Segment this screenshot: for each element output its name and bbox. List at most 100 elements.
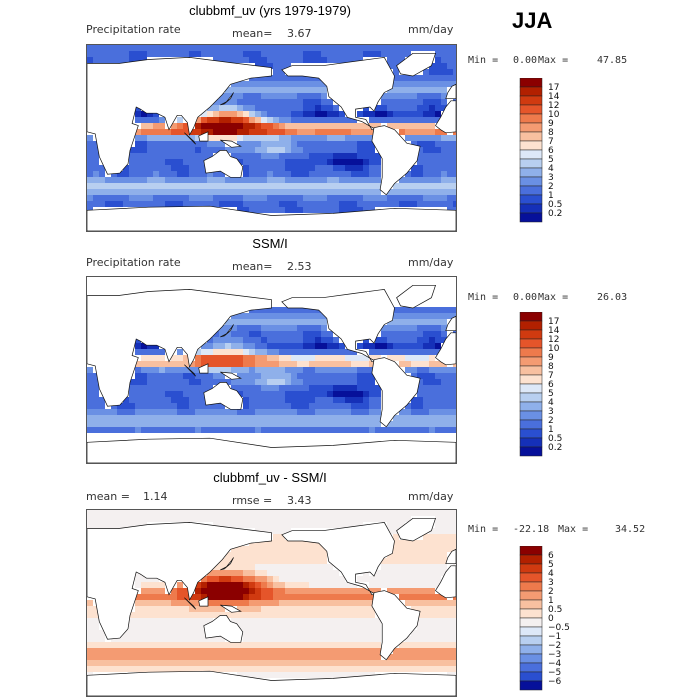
- panel-1-colorbar-swatch: [519, 86, 543, 97]
- panel-2-colorbar-label: 3: [548, 407, 554, 417]
- panel-2-units: mm/day: [408, 256, 454, 269]
- panel-1-mean-label: mean=: [232, 27, 273, 40]
- panel-3-colorbar-label: 0: [548, 614, 554, 624]
- panel-1-colorbar-swatch: [519, 203, 543, 214]
- panel-2-colorbar-swatch: [519, 347, 543, 358]
- panel-3-colorbar-label: −0.5: [548, 623, 570, 633]
- panel-1-min-label: Min =: [468, 55, 499, 66]
- panel-2-colorbar-swatch: [519, 428, 543, 439]
- panel-1-colorbar-label: 10: [548, 110, 560, 120]
- panel-2-colorbar-swatch: [519, 356, 543, 367]
- panel-2-colorbar-swatch: [519, 320, 543, 331]
- panel-1-colorbar-swatch: [519, 104, 543, 115]
- panel-2-colorbar-label: 1: [548, 425, 554, 435]
- panel-1-colorbar-label: 0.5: [548, 200, 562, 210]
- panel-2-mean-value: 2.53: [287, 260, 312, 273]
- panel-1-colorbar-swatch: [519, 185, 543, 196]
- panel-3-colorbar-label: −3: [548, 650, 561, 660]
- panel-1-colorbar-label: 6: [548, 146, 554, 156]
- panel-3-colorbar-label: 4: [548, 569, 554, 579]
- panel-1-colorbar-label: 9: [548, 119, 554, 129]
- panel-3-units: mm/day: [408, 490, 454, 503]
- field-cells: [87, 45, 456, 231]
- panel-3-colorbar-swatch: [519, 617, 543, 628]
- panel-3-colorbar-swatch: [519, 626, 543, 637]
- panel-1-min-value: 0.00: [513, 55, 538, 66]
- panel-2-mean-label: mean=: [232, 260, 273, 273]
- panel-2-colorbar-label: 0.2: [548, 443, 562, 453]
- panel-3-title: clubbmf_uv - SSM/I: [213, 470, 327, 485]
- panel-2-colorbar-swatch: [519, 329, 543, 340]
- panel-2-colorbar-swatch: [519, 437, 543, 448]
- panel-2-colorbar-swatch: [519, 312, 543, 322]
- panel-3-colorbar-swatch: [519, 590, 543, 601]
- panel-3-max-label: Max =: [558, 524, 589, 535]
- panel-2-min-label: Min =: [468, 292, 499, 303]
- panel-3-min-label: Min =: [468, 524, 499, 535]
- coastlines: [87, 517, 456, 696]
- panel-1-colorbar-label: 8: [548, 128, 554, 138]
- panel-3-mean-value: 1.14: [143, 490, 168, 503]
- panel-3-mean-label: mean =: [86, 490, 130, 503]
- panel-2-colorbar-swatch: [519, 365, 543, 376]
- panel-1-colorbar-swatch: [519, 131, 543, 142]
- panel-3-colorbar-swatch: [519, 680, 543, 691]
- panel-1-colorbar-swatch: [519, 212, 543, 223]
- panel-2-max-value: 26.03: [597, 292, 628, 303]
- panel-3-colorbar-label: −4: [548, 659, 562, 669]
- panel-2-colorbar-label: 7: [548, 371, 554, 381]
- panel-1-colorbar-label: 0.2: [548, 209, 562, 219]
- coastlines: [87, 284, 456, 463]
- panel-3-field: [87, 510, 456, 696]
- panel-3-min-value: -22.18: [513, 524, 550, 535]
- panel-1-field: [87, 45, 456, 231]
- panel-1-title: clubbmf_uv (yrs 1979-1979): [189, 3, 351, 18]
- panel-2-title: SSM/I: [252, 236, 288, 251]
- panel-2-colorbar-label: 4: [548, 398, 554, 408]
- panel-3-colorbar-swatch: [519, 671, 543, 682]
- panel-3-colorbar-label: −6: [548, 677, 562, 687]
- panel-2-colorbar-swatch: [519, 446, 543, 457]
- panel-1-max-value: 47.85: [597, 55, 628, 66]
- panel-3-colorbar-label: 5: [548, 560, 554, 570]
- panel-1-units: mm/day: [408, 23, 454, 36]
- panel-3-colorbar-swatch: [519, 608, 543, 619]
- panel-1-colorbar-swatch: [519, 158, 543, 169]
- panel-3-rmse-label: rmse =: [232, 494, 273, 507]
- panel-3-colorbar-swatch: [519, 581, 543, 592]
- panel-1-colorbar-label: 12: [548, 101, 559, 111]
- panel-3-colorbar-swatch: [519, 662, 543, 673]
- panel-2-colorbar-label: 9: [548, 353, 554, 363]
- panel-2-colorbar-swatch: [519, 401, 543, 412]
- panel-3-colorbar-label: −2: [548, 641, 561, 651]
- panel-2-colorbar-label: 6: [548, 380, 554, 390]
- panel-3-rmse-value: 3.43: [287, 494, 312, 507]
- panel-2-colorbar-label: 14: [548, 326, 560, 336]
- panel-3-max-value: 34.52: [615, 524, 646, 535]
- panel-2-colorbar-label: 5: [548, 389, 554, 399]
- panel-1-colorbar-label: 14: [548, 92, 560, 102]
- panel-1-colorbar-label: 7: [548, 137, 554, 147]
- panel-3-colorbar-label: 3: [548, 578, 554, 588]
- panel-3-colorbar-swatch: [519, 599, 543, 610]
- panel-3-colorbar-swatch: [519, 554, 543, 565]
- panel-2-colorbar-swatch: [519, 374, 543, 385]
- panel-1-colorbar-label: 2: [548, 182, 554, 192]
- panel-2-colorbar-swatch: [519, 383, 543, 394]
- panel-3-colorbar-swatch: [519, 572, 543, 583]
- panel-1-colorbar-label: 3: [548, 173, 554, 183]
- panel-1-colorbar-label: 4: [548, 164, 554, 174]
- panel-1-colorbar-label: 5: [548, 155, 554, 165]
- panel-2-max-label: Max =: [538, 292, 569, 303]
- panel-3-colorbar-swatch: [519, 563, 543, 574]
- panel-1-colorbar-swatch: [519, 140, 543, 151]
- panel-2-min-value: 0.00: [513, 292, 538, 303]
- panel-1-colorbar-swatch: [519, 167, 543, 178]
- season-label: JJA: [512, 8, 553, 33]
- panel-3-colorbar-swatch: [519, 635, 543, 646]
- coastlines: [87, 52, 456, 231]
- panel-3-colorbar-swatch: [519, 644, 543, 655]
